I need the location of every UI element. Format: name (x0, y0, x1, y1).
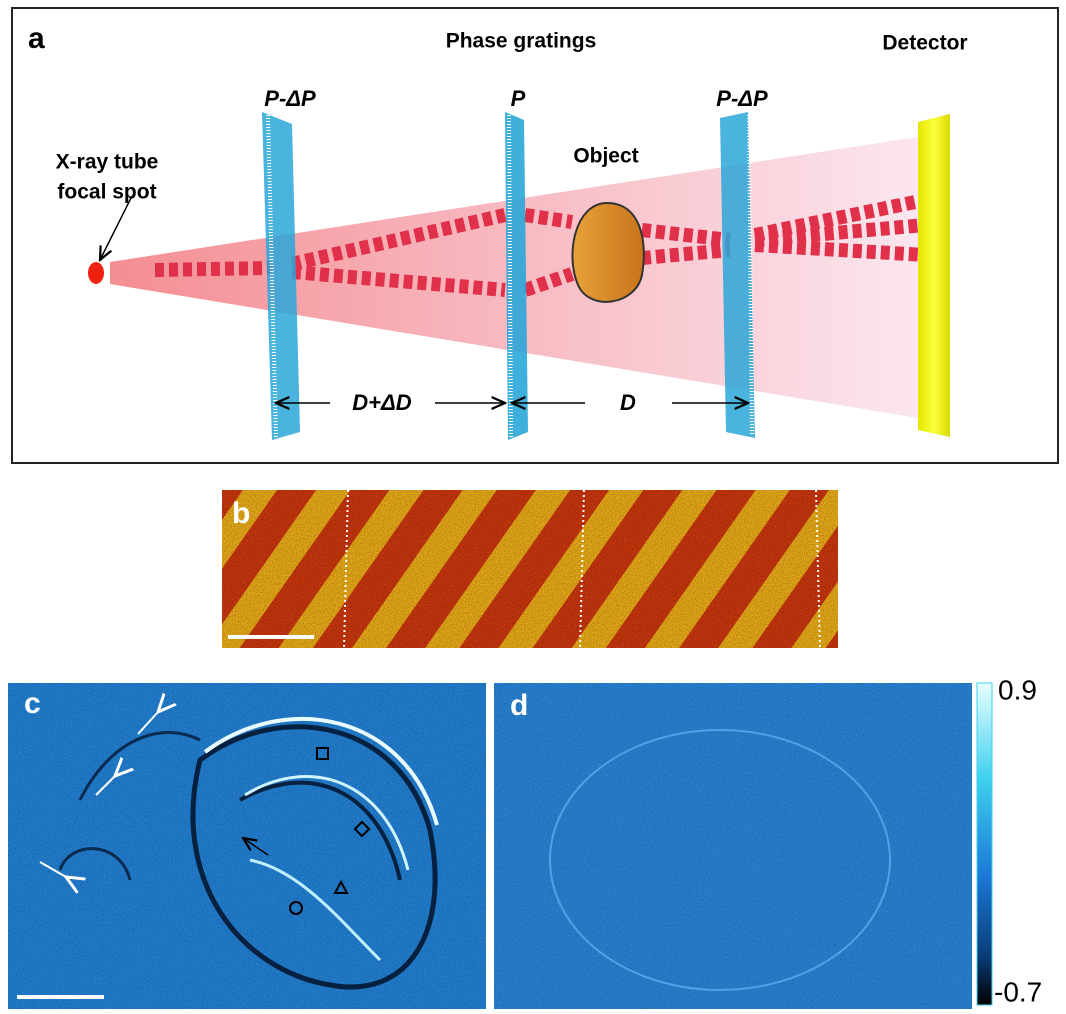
distance-label: D (620, 390, 636, 415)
title: Phase gratings (446, 30, 597, 53)
colorbar: 0.9 -0.7 (977, 674, 1042, 1007)
panel-label: a (28, 22, 45, 55)
figure: a Phase gratings Detector X-ray tube foc… (0, 0, 1066, 1009)
panel-d: d (494, 683, 972, 1009)
grating-label: P-ΔP (264, 86, 316, 111)
panel-a: a Phase gratings Detector X-ray tube foc… (12, 8, 1058, 463)
focal-spot (88, 262, 104, 284)
colorbar-gradient (977, 683, 992, 1005)
distance-label: D+ΔD (352, 390, 412, 415)
panel-label: d (510, 689, 528, 722)
grating-label: P-ΔP (716, 86, 768, 111)
grating-label: P (511, 86, 526, 111)
source-label: X-ray tube (56, 151, 159, 174)
panel-label: c (24, 687, 41, 720)
detector-label: Detector (882, 32, 967, 55)
colorbar-max: 0.9 (998, 674, 1037, 705)
object-shape (572, 203, 643, 302)
detector-plate (918, 114, 950, 437)
panel-b: b (222, 490, 838, 648)
panel-label: b (232, 497, 250, 530)
source-label: focal spot (57, 181, 156, 204)
object-label: Object (573, 145, 638, 168)
colorbar-min: -0.7 (994, 976, 1042, 1007)
panel-c: c (8, 683, 486, 1009)
